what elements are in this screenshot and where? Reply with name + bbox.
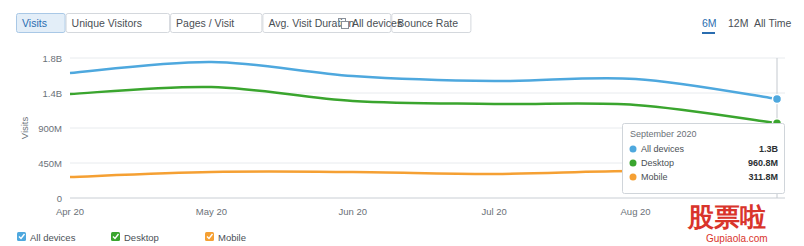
x-tick-label: Aug 20 xyxy=(621,206,651,217)
tooltip-series: Mobile xyxy=(641,172,668,182)
tooltip-value: 311.8M xyxy=(748,172,778,182)
range-option[interactable]: 12M xyxy=(728,17,748,29)
tooltip-dot xyxy=(630,174,637,181)
legend-check xyxy=(113,234,119,239)
y-tick-label: 1.4B xyxy=(42,88,62,99)
tab-label[interactable]: Visits xyxy=(22,17,47,29)
legend-checkbox[interactable] xyxy=(111,232,120,241)
y-tick-label: 1.8B xyxy=(42,53,62,64)
legend-check xyxy=(19,234,25,239)
watermark: Gupiaola.com xyxy=(706,233,768,244)
grid-line xyxy=(70,93,785,94)
series-line xyxy=(70,87,777,123)
range-underline xyxy=(702,32,715,34)
range-option[interactable]: All Time xyxy=(754,17,792,29)
tab-box[interactable] xyxy=(66,14,170,33)
tab-box[interactable] xyxy=(171,14,262,33)
tooltip-box xyxy=(623,124,785,194)
legend-label[interactable]: Desktop xyxy=(124,232,159,243)
device-icon xyxy=(342,22,349,29)
y-tick-label: 450M xyxy=(38,158,62,169)
tooltip-value: 960.8M xyxy=(748,158,778,168)
x-tick-label: Jul 20 xyxy=(482,206,507,217)
tooltip-dot xyxy=(630,160,637,167)
y-tick-label: 0 xyxy=(57,193,62,204)
tooltip-dot xyxy=(630,146,637,153)
legend-checkbox[interactable] xyxy=(17,232,26,241)
series-line xyxy=(70,62,777,99)
tab-box[interactable] xyxy=(392,14,471,33)
x-tick-label: May 20 xyxy=(196,206,227,217)
legend-check xyxy=(207,234,213,239)
range-option[interactable]: 6M xyxy=(702,17,717,29)
tab-box[interactable] xyxy=(17,14,66,33)
x-tick-label: Jun 20 xyxy=(339,206,368,217)
tooltip-series: Desktop xyxy=(641,158,674,168)
tab-label[interactable]: Avg. Visit Duration xyxy=(268,17,354,29)
tab-label[interactable]: Pages / Visit xyxy=(176,17,234,29)
highlight-point xyxy=(773,95,782,104)
y-axis-label: Visits xyxy=(19,116,30,139)
grid-line xyxy=(70,58,785,59)
legend-checkbox[interactable] xyxy=(205,232,214,241)
tooltip-title: September 2020 xyxy=(630,129,697,139)
device-filter[interactable]: All devices xyxy=(352,17,402,29)
tooltip-value: 1.3B xyxy=(759,144,779,154)
y-tick-label: 900M xyxy=(38,123,62,134)
watermark: 股票啦 xyxy=(687,202,766,232)
legend-label[interactable]: All devices xyxy=(30,232,76,243)
grid-line xyxy=(70,198,785,199)
tab-label[interactable]: Unique Visitors xyxy=(72,17,142,29)
tooltip-series: All devices xyxy=(641,144,685,154)
legend-label[interactable]: Mobile xyxy=(218,232,246,243)
x-tick-label: Apr 20 xyxy=(56,206,84,217)
chart: Visits Unique Visitors Pages / Visit Avg. V… xyxy=(0,0,804,246)
tab-label[interactable]: Bounce Rate xyxy=(397,17,458,29)
